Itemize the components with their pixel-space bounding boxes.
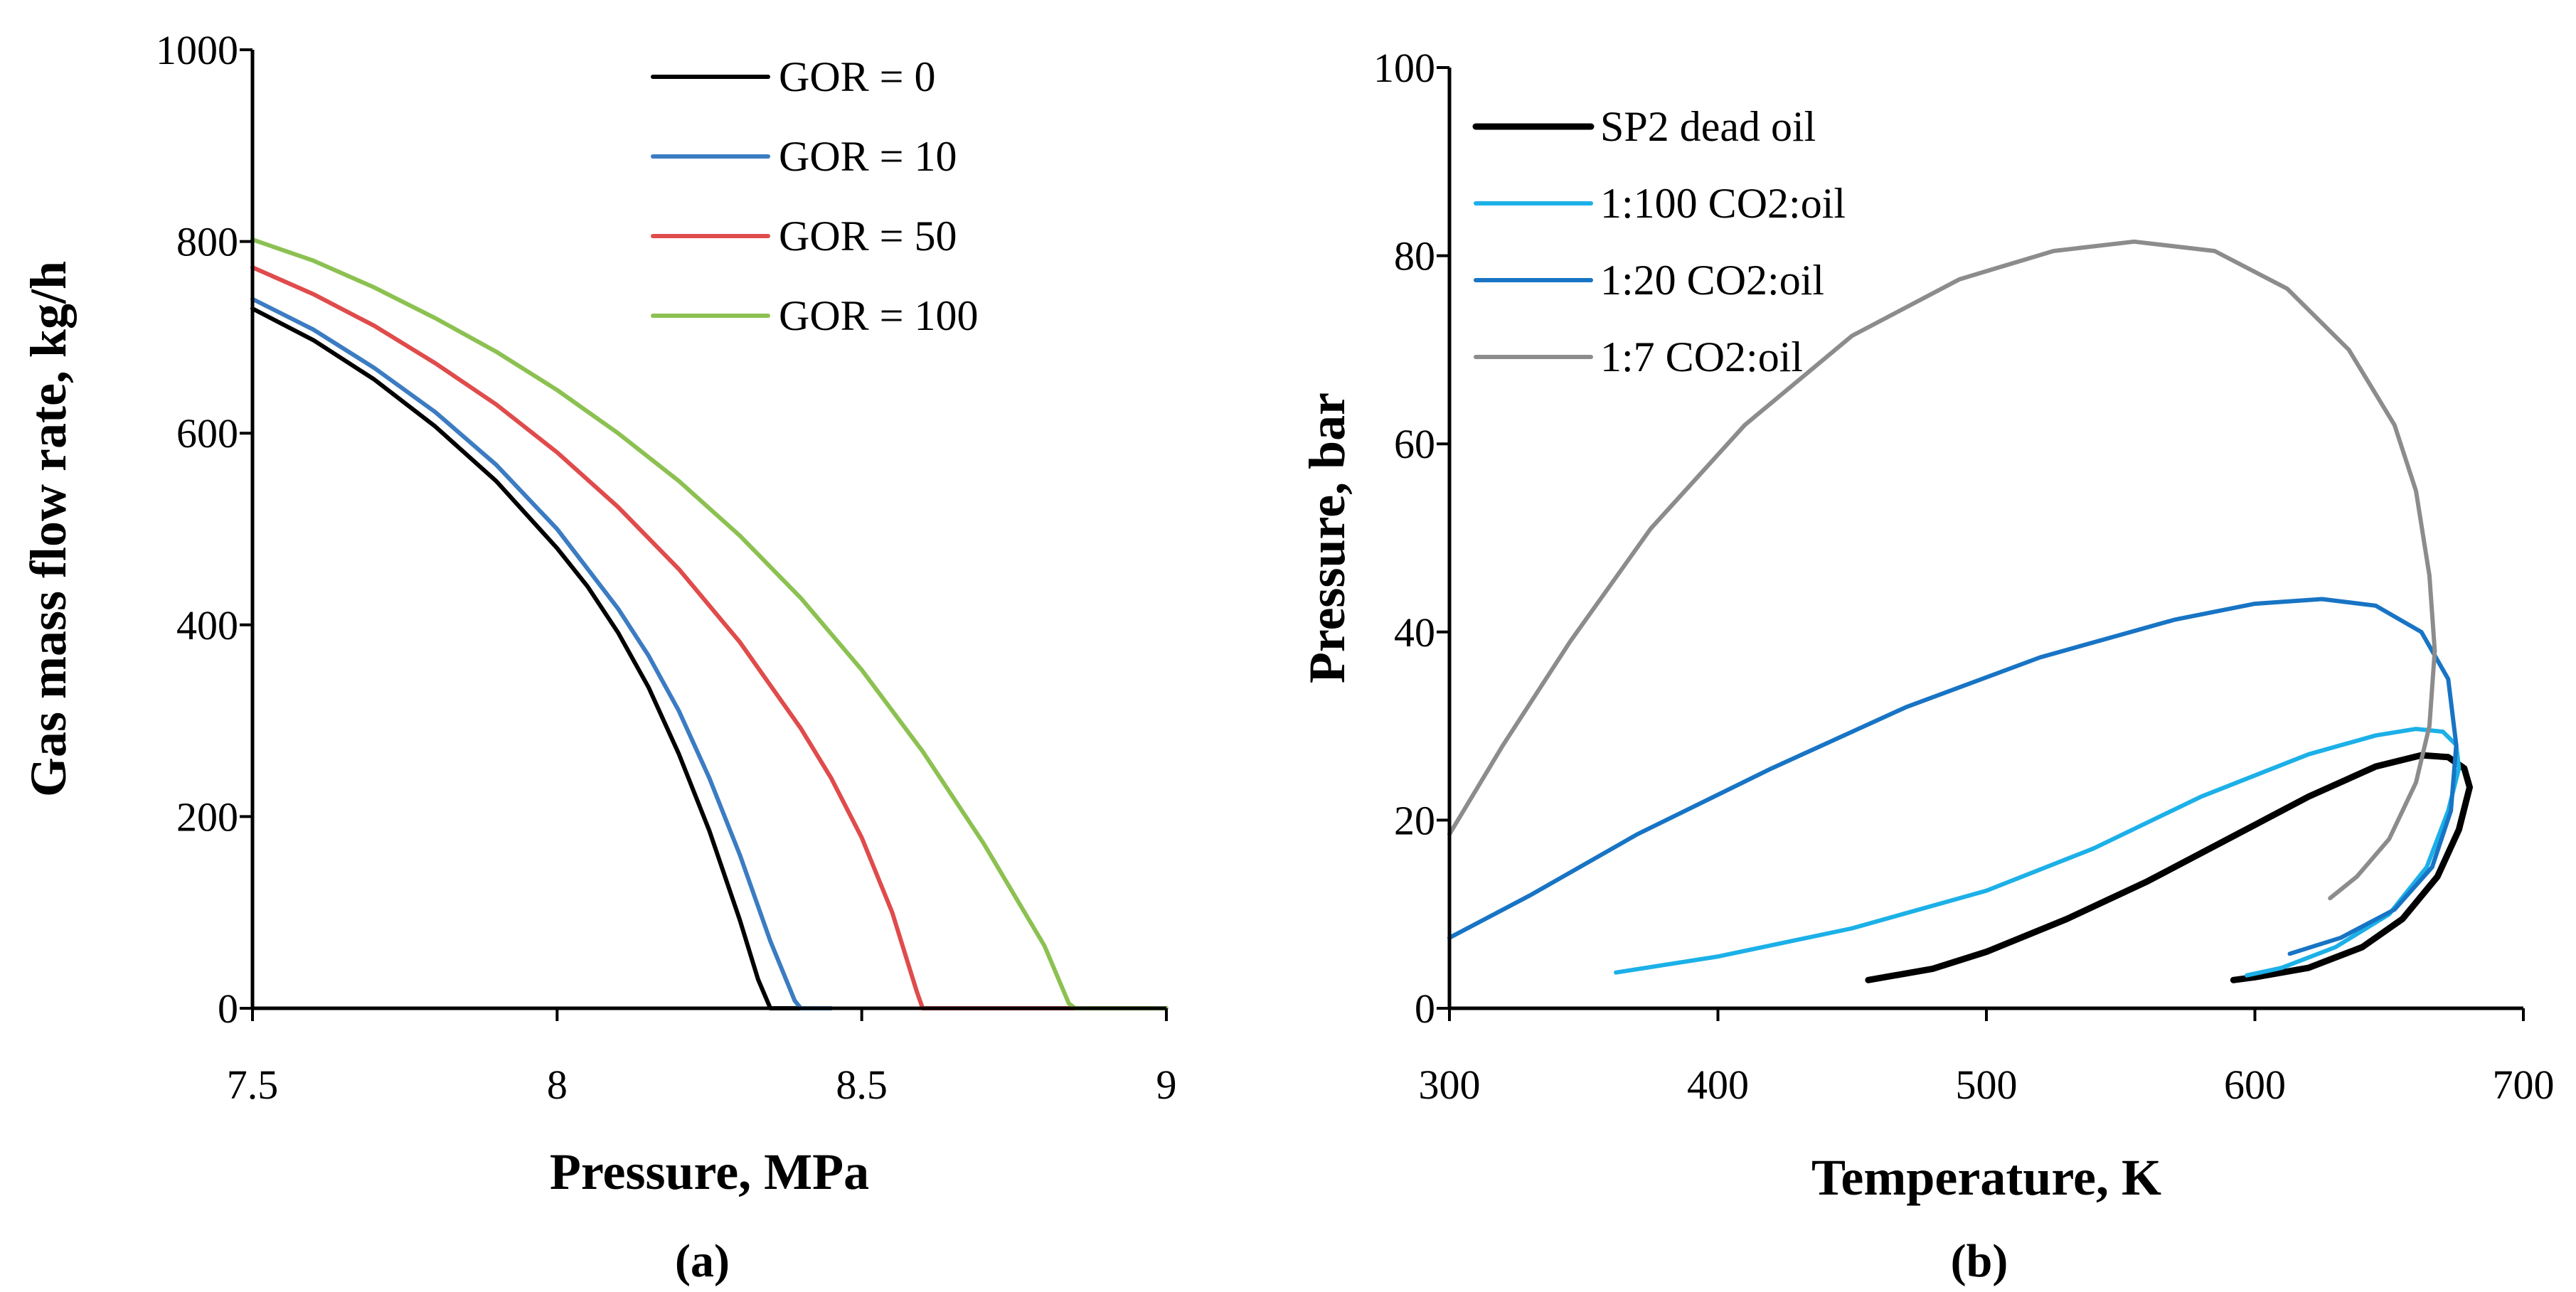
chart-a-legend: GOR = 0 GOR = 10 GOR = 50 GOR = 100 xyxy=(651,53,979,339)
chart-b-y-tick-label: 40 xyxy=(1394,609,1435,656)
chart-a-x-tick-label: 9 xyxy=(1156,1062,1177,1108)
chart-a-series-line-1 xyxy=(250,306,803,1010)
chart-a-legend-label-1: GOR = 0 xyxy=(779,53,936,100)
chart-b-x-tick-label: 300 xyxy=(1419,1062,1481,1108)
chart-a-y-axis-title: Gas mass flow rate, kg/h xyxy=(20,261,77,797)
chart-b-y-tick-label: 20 xyxy=(1394,797,1435,843)
chart-b-y-tick-label: 100 xyxy=(1373,45,1435,91)
chart-b: 300 400 500 600 700 0 20 40 60 80 100 SP2 dead oi… xyxy=(1299,45,2555,1287)
chart-a-y-tick-label: 600 xyxy=(176,410,238,457)
chart-b-x-axis-title: Temperature, K xyxy=(1811,1149,2161,1206)
chart-a-legend-label-2: GOR = 10 xyxy=(779,133,957,180)
chart-b-y-tick-label: 0 xyxy=(1415,986,1435,1032)
chart-b-legend-label-1: SP2 dead oil xyxy=(1600,103,1816,150)
chart-a-legend-label-3: GOR = 50 xyxy=(779,213,957,260)
chart-a-legend-label-4: GOR = 100 xyxy=(779,292,979,339)
chart-a-y-tick-label: 200 xyxy=(176,794,238,840)
chart-b-y-tick-label: 80 xyxy=(1394,233,1435,279)
chart-a-panel-label: (a) xyxy=(675,1235,730,1287)
chart-a-y-tick-label: 800 xyxy=(176,219,238,265)
chart-b-y-ticks: 0 20 40 60 80 100 xyxy=(1373,45,1449,1032)
chart-b-legend-label-4: 1:7 CO2:oil xyxy=(1600,333,1803,380)
chart-a-x-tick-label: 8.5 xyxy=(836,1062,888,1108)
chart-a-y-tick-label: 400 xyxy=(176,602,238,648)
chart-b-series-line-4 xyxy=(1447,239,2437,901)
chart-b-legend-label-3: 1:20 CO2:oil xyxy=(1600,257,1824,304)
chart-b-x-tick-label: 600 xyxy=(2224,1062,2286,1108)
chart-b-x-tick-label: 700 xyxy=(2493,1062,2555,1108)
chart-b-series-line-3 xyxy=(1447,597,2459,956)
chart-b-series-layer xyxy=(1447,239,2473,983)
chart-a-series-line-3 xyxy=(250,265,1090,1010)
chart-a-x-tick-label: 7.5 xyxy=(227,1062,279,1108)
chart-b-legend: SP2 dead oil 1:100 CO2:oil 1:20 CO2:oil 1:7… xyxy=(1472,103,1846,380)
chart-a-y-tick-label: 1000 xyxy=(156,27,238,73)
chart-a-y-ticks: 0 200 400 600 800 1000 xyxy=(156,27,252,1032)
chart-a-x-tick-label: 8 xyxy=(547,1062,568,1108)
chart-b-legend-label-2: 1:100 CO2:oil xyxy=(1600,180,1846,227)
chart-b-series-line-1 xyxy=(1865,752,2473,983)
chart-b-panel-label: (b) xyxy=(1951,1235,2008,1287)
chart-a-x-axis-title: Pressure, MPa xyxy=(550,1143,869,1200)
chart-a-x-ticks: 7.5 8 8.5 9 xyxy=(227,1008,1177,1108)
chart-b-y-axis-title: Pressure, bar xyxy=(1299,393,1356,683)
chart-b-x-ticks: 300 400 500 600 700 xyxy=(1419,1008,2555,1108)
chart-a-series-line-2 xyxy=(250,297,834,1010)
chart-a-series-line-4 xyxy=(250,237,1169,1010)
chart-b-x-tick-label: 400 xyxy=(1687,1062,1749,1108)
chart-b-x-tick-label: 500 xyxy=(1956,1062,2018,1108)
chart-b-y-tick-label: 60 xyxy=(1394,421,1435,467)
chart-a-y-tick-label: 0 xyxy=(218,986,238,1032)
chart-a-series-layer xyxy=(250,237,1169,1010)
